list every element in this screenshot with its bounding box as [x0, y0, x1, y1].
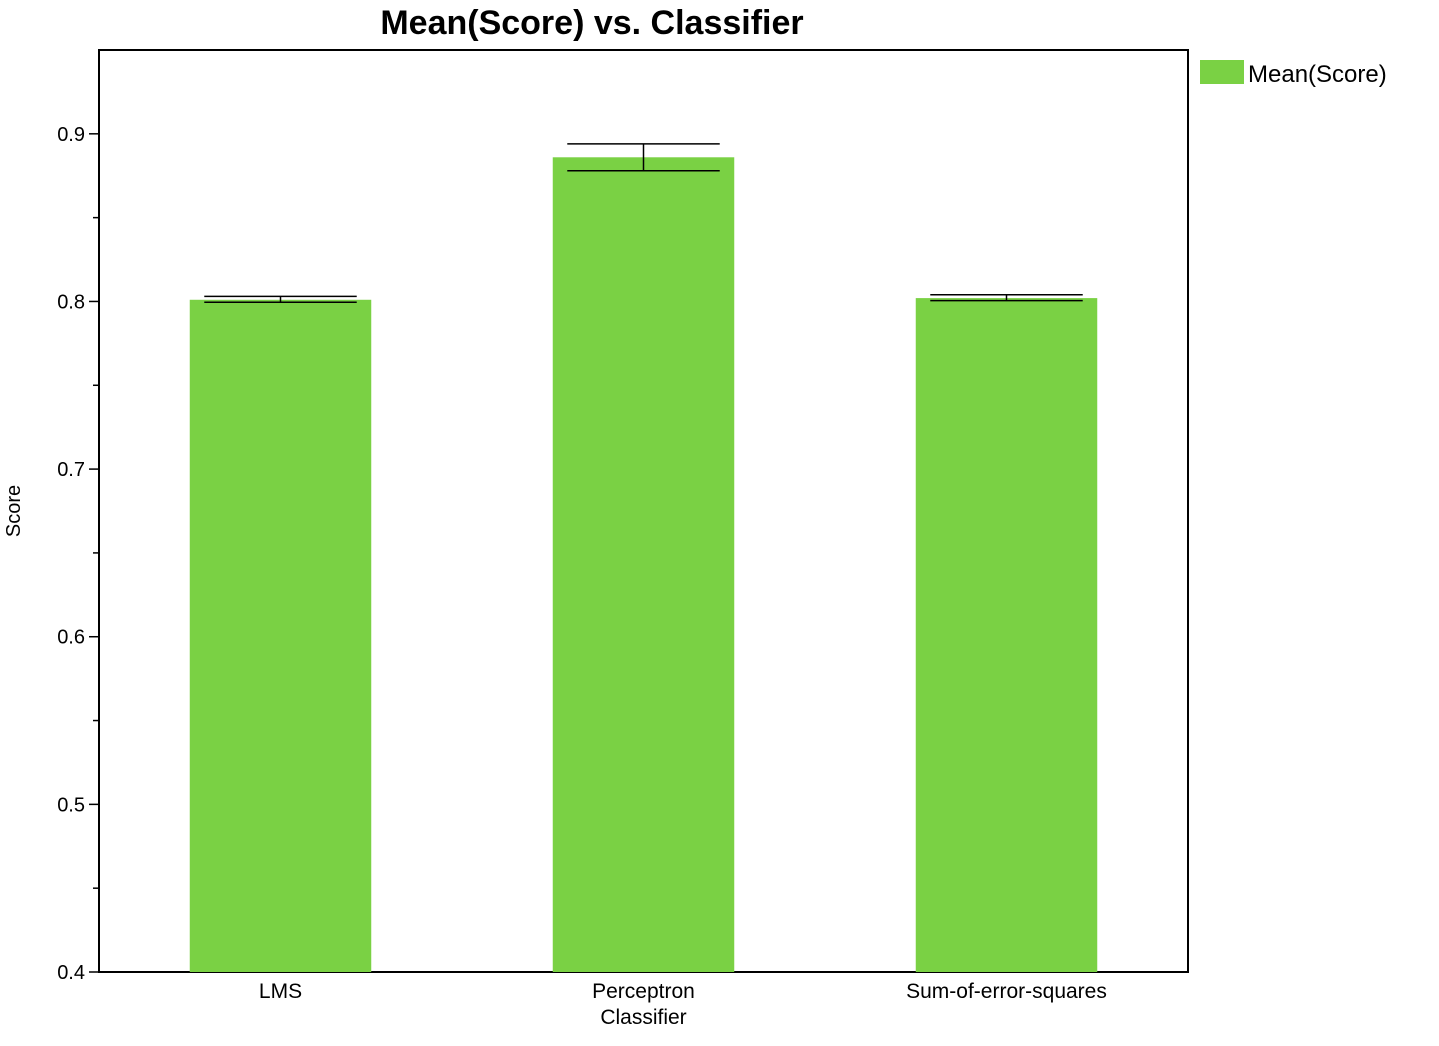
x-tick-label: LMS — [259, 980, 302, 1003]
y-tick-label: 0.7 — [57, 459, 85, 481]
y-tick-label: 0.9 — [57, 124, 85, 146]
y-tick-label: 0.6 — [57, 627, 85, 649]
legend-label: Mean(Score) — [1248, 61, 1387, 88]
legend: Mean(Score) — [1200, 60, 1387, 88]
y-axis-ticks: 0.4 0.5 0.6 0.7 0.8 0.9 — [57, 124, 99, 984]
chart-title: Mean(Score) vs. Classifier — [380, 4, 803, 42]
error-bars — [204, 143, 1083, 304]
bars — [189, 157, 1098, 972]
y-tick-label: 0.5 — [57, 794, 85, 816]
bar — [552, 157, 735, 972]
x-axis-labels: LMS Perceptron Classifier Sum-of-error-squa… — [259, 980, 1107, 1029]
bar — [915, 298, 1098, 972]
y-tick-label: 0.8 — [57, 291, 85, 313]
y-tick-label: 0.4 — [57, 962, 85, 984]
y-axis-label: Score — [3, 485, 25, 537]
x-tick-label: Perceptron Classifier — [592, 980, 695, 1029]
legend-swatch — [1200, 60, 1244, 84]
x-tick-label: Sum-of-error-squares — [906, 980, 1107, 1003]
bar — [189, 299, 372, 972]
